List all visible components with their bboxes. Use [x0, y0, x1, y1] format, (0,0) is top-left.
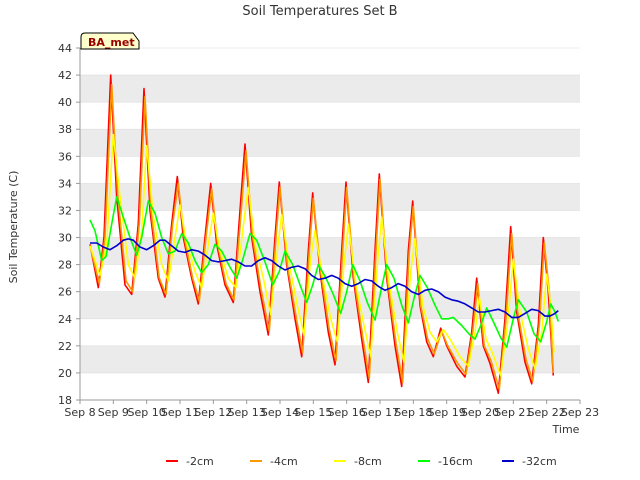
axes: [79, 48, 580, 401]
grid-band: [80, 75, 580, 103]
x-tick-label: Sep 12: [194, 406, 232, 419]
chart-title: Soil Temperatures Set B: [242, 4, 397, 19]
legend-label: -16cm: [438, 455, 473, 468]
y-tick-label: 20: [58, 367, 72, 380]
y-tick-label: 28: [58, 259, 72, 272]
y-tick-label: 22: [58, 340, 72, 353]
x-tick-label: Sep 15: [294, 406, 332, 419]
legend: -2cm -4cm -8cm -16cm -32cm: [166, 455, 557, 468]
y-tick-label: 18: [58, 394, 72, 407]
legend-label: -8cm: [354, 455, 382, 468]
legend-item: -4cm: [250, 455, 298, 468]
y-tick-label: 44: [58, 42, 72, 55]
legend-item: -16cm: [418, 455, 473, 468]
badge-box: [80, 32, 140, 50]
grid-bands: [80, 47, 580, 401]
y-tick-label: 26: [58, 286, 72, 299]
grid-band: [80, 345, 580, 373]
grid-band: [80, 183, 580, 211]
station-badge: BA_met: [80, 32, 140, 50]
legend-label: -32cm: [522, 455, 557, 468]
x-tick-label: Sep 22: [528, 406, 566, 419]
legend-item: -32cm: [502, 455, 557, 468]
x-tick-label: Sep 17: [361, 406, 399, 419]
legend-label: -2cm: [186, 455, 214, 468]
series-line-minus-32cm: [90, 238, 559, 319]
x-tick-label: Sep 14: [261, 406, 299, 419]
legend-label: -4cm: [270, 455, 298, 468]
y-tick-label: 38: [58, 123, 72, 136]
x-tick-label: Sep 10: [128, 406, 166, 419]
x-tick-label: Sep 11: [161, 406, 199, 419]
y-tick-label: 34: [58, 177, 72, 190]
y-tick-label: 42: [58, 69, 72, 82]
x-tick-label: Sep 18: [394, 406, 432, 419]
x-tick-label: Sep 8: [64, 406, 95, 419]
legend-item: -8cm: [334, 455, 382, 468]
x-tick-label: Sep 23: [561, 406, 599, 419]
x-tick-label: Sep 21: [494, 406, 532, 419]
y-tick-label: 36: [58, 150, 72, 163]
x-tick-label: Sep 20: [461, 406, 499, 419]
y-axis-title: Soil Temperature (C): [7, 171, 20, 284]
series-lines: [89, 74, 560, 394]
legend-item: -2cm: [166, 455, 214, 468]
y-tick-label: 40: [58, 96, 72, 109]
x-tick-label: Sep 9: [98, 406, 129, 419]
x-tick-label: Sep 16: [328, 406, 366, 419]
x-tick-label: Sep 19: [428, 406, 466, 419]
y-axis-ticks: 18 20 22 24 26 28 30 32 34 36 38 40 42 44: [58, 42, 80, 407]
series-line-minus-4cm: [89, 83, 555, 390]
grid-band: [80, 129, 580, 157]
y-tick-label: 24: [58, 313, 72, 326]
y-tick-label: 32: [58, 204, 72, 217]
x-tick-label: Sep 13: [228, 406, 266, 419]
x-axis-title: Time: [552, 423, 580, 436]
y-tick-label: 30: [58, 232, 72, 245]
badge-label: BA_met: [88, 36, 135, 49]
